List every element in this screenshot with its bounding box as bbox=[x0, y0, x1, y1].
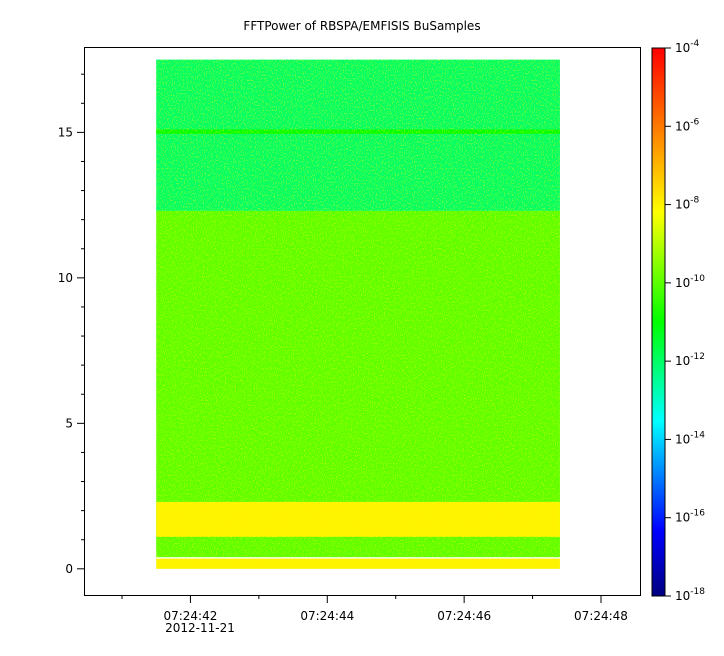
colorbar-tick-label: 10-6 bbox=[675, 117, 700, 133]
x-axis: 07:24:42 07:24:44 07:24:46 07:24:48 bbox=[121, 595, 628, 623]
colorbar-tick-label: 10-10 bbox=[675, 274, 705, 290]
colorbar-ticks: 10-4 10-6 10-8 10-10 10-12 10-14 10-16 10-18 bbox=[665, 39, 705, 603]
colorbar: 10-4 10-6 10-8 10-10 10-12 10-14 10-16 10-18 bbox=[651, 39, 705, 603]
y-tick-label: 15 bbox=[58, 125, 73, 139]
spectrogram-band-texture-0 bbox=[156, 59, 560, 211]
colorbar-gradient bbox=[651, 47, 666, 597]
spectrogram-band-texture-1 bbox=[156, 129, 560, 134]
y-tick-label: 10 bbox=[58, 271, 73, 285]
colorbar-tick-label: 10-8 bbox=[675, 196, 700, 212]
y-axis: 0 5 10 15 bbox=[58, 73, 85, 576]
colorbar-tick-label: 10-18 bbox=[675, 587, 705, 603]
colorbar-tick-label: 10-4 bbox=[675, 39, 700, 55]
x-tick-label: 07:24:48 bbox=[574, 609, 628, 623]
spectrogram-band-texture-2 bbox=[156, 210, 560, 558]
x-tick-label: 07:24:46 bbox=[437, 609, 491, 623]
spectrogram-band-texture-4 bbox=[156, 558, 560, 569]
spectrogram-band-texture-3 bbox=[156, 501, 560, 537]
y-tick-label: 0 bbox=[65, 562, 73, 576]
x-axis-date-label: 2012-11-21 bbox=[165, 621, 235, 635]
colorbar-tick-label: 10-14 bbox=[675, 430, 705, 446]
colorbar-tick-label: 10-12 bbox=[675, 352, 705, 368]
x-tick-label: 07:24:44 bbox=[300, 609, 354, 623]
y-tick-label: 5 bbox=[65, 416, 73, 430]
chart-title: FFTPower of RBSPA/EMFISIS BuSamples bbox=[243, 19, 480, 33]
spectrogram-bands bbox=[156, 59, 560, 569]
plot-area: 07:24:42 07:24:44 07:24:46 07:24:48 051015 … bbox=[58, 47, 641, 635]
colorbar-tick-label: 10-16 bbox=[675, 509, 705, 525]
x-tick-label: 07:24:42 bbox=[163, 609, 217, 623]
